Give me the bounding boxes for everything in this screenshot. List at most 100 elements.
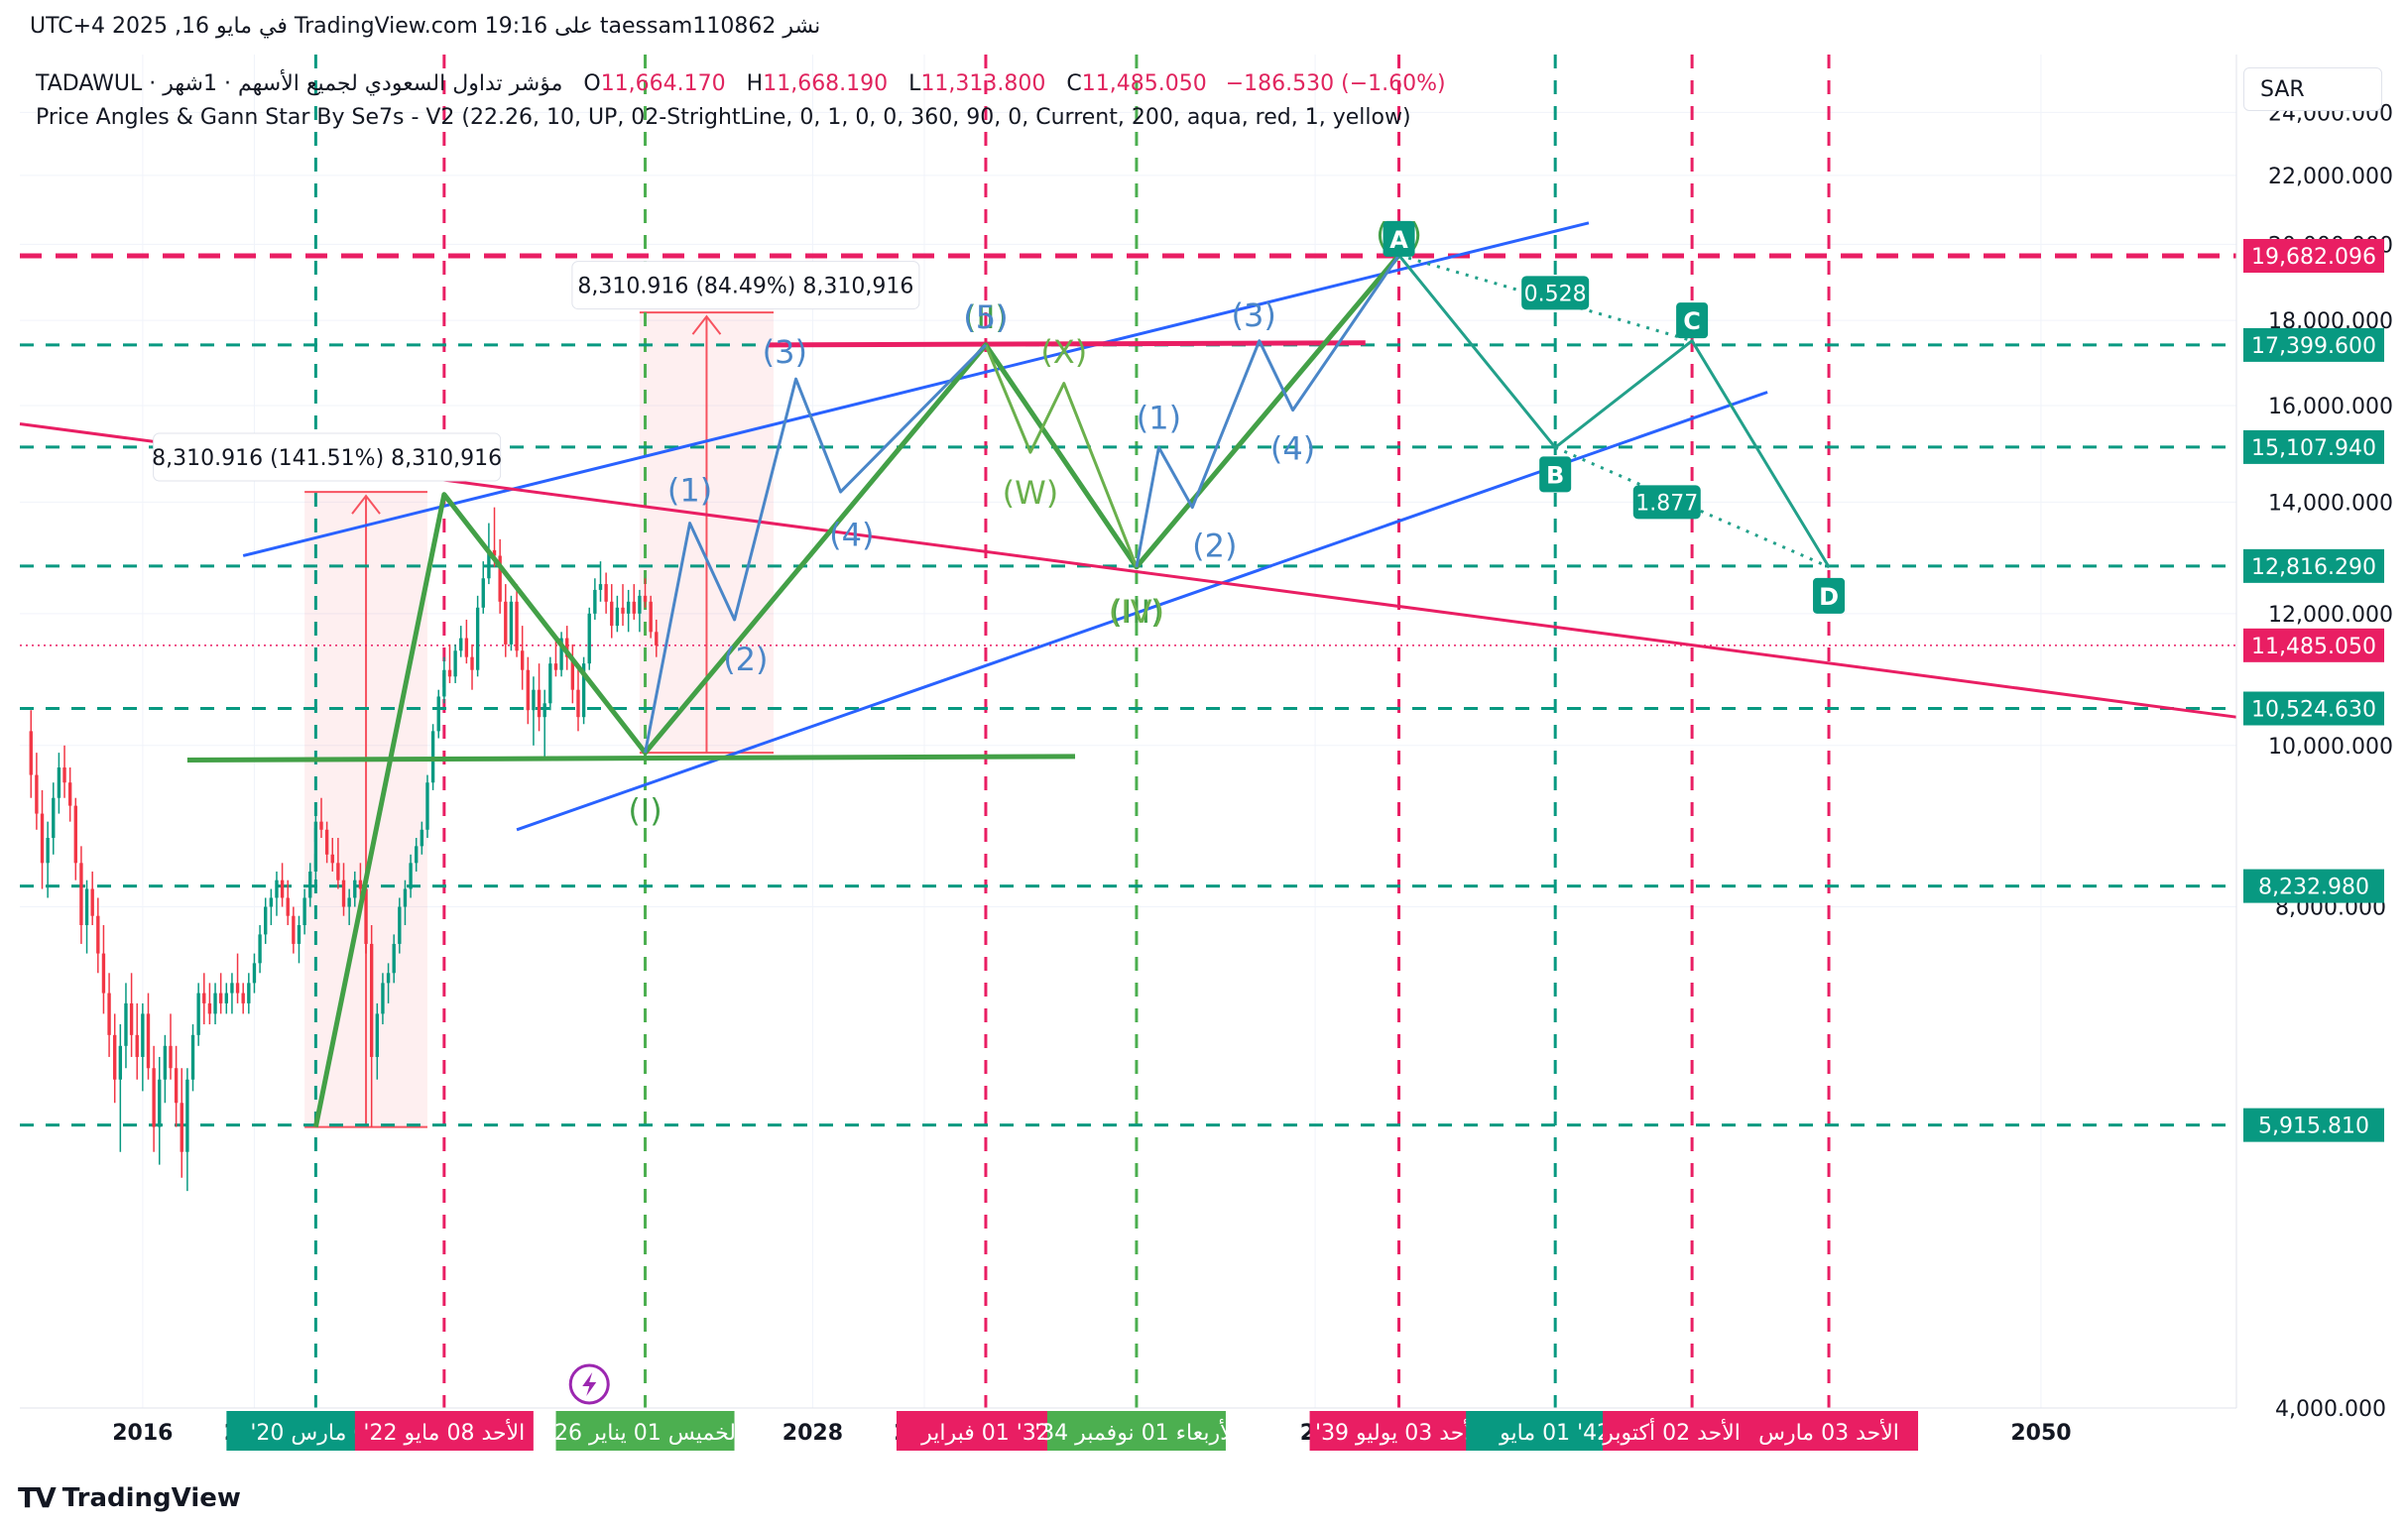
price-level-badge xyxy=(2243,239,2384,274)
fib-ratio-badge xyxy=(1521,276,1590,310)
measure-arrow-head xyxy=(691,314,722,335)
candle-body xyxy=(213,993,217,1014)
candle-body xyxy=(498,555,502,602)
candle-body xyxy=(481,578,485,608)
date-label-badge xyxy=(1740,1411,1919,1451)
candle-body xyxy=(447,669,452,677)
fib-ratio-label: 1.877 xyxy=(1635,491,1698,516)
candle-body xyxy=(269,897,274,907)
grid-lines xyxy=(20,55,2236,1409)
candle-body xyxy=(598,584,603,590)
date-label-badge xyxy=(354,1411,534,1451)
candle-body xyxy=(403,888,408,907)
pattern-point-label: A xyxy=(1389,226,1408,254)
candle-body xyxy=(124,1002,128,1046)
candle-body xyxy=(73,805,77,864)
candle-body xyxy=(526,669,530,711)
candle-body xyxy=(292,915,296,944)
price-axis-tick: 22,000.000 xyxy=(2268,165,2393,189)
date-label-badge xyxy=(1046,1411,1226,1451)
candle-body xyxy=(280,880,285,898)
candle-body xyxy=(475,607,480,670)
measure-label: 8,310.916 (141.51%) 8,310,916 xyxy=(152,446,502,471)
candle-body xyxy=(638,595,642,614)
candle-body xyxy=(258,934,262,964)
teal-abcd-line xyxy=(1397,254,1831,568)
high-value: 11,668.190 xyxy=(763,71,889,96)
low-label: L xyxy=(908,71,921,96)
pattern-point-badge xyxy=(1676,302,1709,339)
candle-body xyxy=(464,638,469,657)
price-level-label: 10,524.630 xyxy=(2251,698,2376,723)
price-level-badge xyxy=(2243,548,2384,583)
change-value: −186.530 (−1.60%) xyxy=(1225,71,1446,96)
candle-body xyxy=(52,797,56,839)
candle-body xyxy=(330,854,334,864)
candle-body xyxy=(275,880,279,898)
wave-label: (3) xyxy=(1232,296,1276,334)
candle-body xyxy=(621,607,625,614)
tradingview-logo[interactable]: TV TradingView xyxy=(18,1481,241,1514)
wave-label: (3) xyxy=(763,333,807,371)
green-support-line xyxy=(186,754,1076,764)
price-axis-tick: 12,000.000 xyxy=(2268,603,2393,628)
candle-body xyxy=(453,650,457,677)
candle-body xyxy=(537,689,542,718)
candle-body xyxy=(553,663,558,670)
candle-body xyxy=(587,613,591,664)
candle-body xyxy=(57,767,61,798)
price-level-badge xyxy=(2243,691,2384,726)
candle-body xyxy=(459,638,463,651)
currency-button[interactable]: SAR xyxy=(2243,67,2382,111)
candle-body xyxy=(655,632,659,646)
green-impulse-line xyxy=(312,253,1401,1128)
high-label: H xyxy=(746,71,764,96)
symbol-ohlc-line: مؤشر تداول السعودي لجميع الأسهم · 1شهر ·… xyxy=(36,71,1446,96)
candle-body xyxy=(230,983,234,994)
candle-body xyxy=(532,689,536,711)
open-value: 11,664.170 xyxy=(600,71,726,96)
candle-body xyxy=(79,863,83,925)
candle-body xyxy=(152,1068,156,1127)
price-level-badge xyxy=(2243,327,2384,362)
candle-body xyxy=(593,589,597,614)
candle-body xyxy=(218,993,223,1003)
pattern-point-label: C xyxy=(1683,307,1701,335)
candle-body xyxy=(135,1034,139,1057)
candle-body xyxy=(604,584,608,602)
measure-label-box xyxy=(571,261,920,310)
fib-ratio-link xyxy=(1398,253,1693,343)
date-label: الأحد 08 مايو 22' xyxy=(363,1419,525,1446)
candle-body xyxy=(515,601,519,651)
candle-body xyxy=(415,846,419,864)
candle-body xyxy=(90,888,94,916)
price-level-label: 8,232.980 xyxy=(2258,876,2369,900)
indicator-legend[interactable]: Price Angles & Gann Star By Se7s - V2 (2… xyxy=(36,105,1411,130)
candle-body xyxy=(470,656,474,670)
date-label: 42' 01 مايو xyxy=(1499,1421,1611,1446)
open-label: O xyxy=(583,71,601,96)
wave-label: (X) xyxy=(1040,333,1087,371)
blue-subwaves-1-line xyxy=(644,343,988,754)
low-value: 11,313.800 xyxy=(920,71,1046,96)
time-axis-tick: 2016 xyxy=(112,1421,173,1446)
date-label: 32' 01 فبراير xyxy=(920,1421,1050,1446)
candle-body xyxy=(40,813,45,864)
candle-body xyxy=(632,601,636,614)
candle-body xyxy=(190,1034,195,1080)
candle-body xyxy=(386,973,391,984)
candle-body xyxy=(520,650,525,670)
measure-label: 8,310.916 (84.49%) 8,310,916 xyxy=(577,275,913,299)
wave-label: (4) xyxy=(829,516,874,553)
blue-subwaves-2-line xyxy=(1135,254,1400,568)
candle-body xyxy=(118,1045,123,1080)
wave-label: (II) xyxy=(964,298,1008,336)
candle-body xyxy=(35,774,39,814)
candle-body xyxy=(341,880,346,907)
wave-label: (2) xyxy=(1192,527,1237,564)
logo-text: TradingView xyxy=(61,1482,241,1513)
date-label-badge xyxy=(555,1411,735,1451)
candle-body xyxy=(113,1034,117,1080)
wave-label: (W) xyxy=(1003,474,1059,512)
